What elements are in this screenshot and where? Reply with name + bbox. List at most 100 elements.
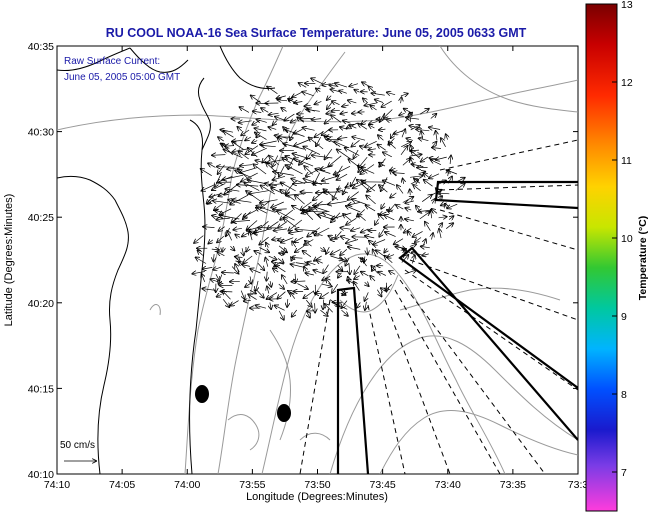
- colorbar: [585, 3, 618, 512]
- current-vector: [202, 289, 216, 291]
- current-vector: [409, 176, 423, 178]
- current-vector: [369, 241, 377, 248]
- current-vector: [312, 119, 322, 120]
- current-vector: [292, 241, 296, 248]
- current-vector: [357, 180, 370, 192]
- current-vector: [389, 271, 396, 274]
- current-vector: [202, 184, 216, 191]
- current-vector: [194, 235, 204, 243]
- current-vector: [307, 150, 314, 159]
- current-vector: [202, 274, 205, 283]
- bathymetry-contour-1: [184, 46, 284, 474]
- current-vector: [295, 229, 316, 231]
- current-vector: [361, 229, 369, 232]
- current-vector: [306, 273, 314, 275]
- current-vector: [410, 190, 411, 196]
- current-vector: [294, 102, 303, 103]
- current-vector: [385, 232, 396, 237]
- current-vector: [292, 309, 297, 317]
- current-vector: [383, 181, 396, 186]
- current-vector: [273, 175, 286, 180]
- current-vector: [249, 190, 269, 194]
- current-vector: [218, 137, 224, 141]
- current-vector: [332, 284, 338, 293]
- current-vector: [406, 118, 420, 120]
- current-vector: [352, 140, 360, 146]
- current-vector: [439, 223, 442, 227]
- current-vector: [445, 223, 453, 229]
- current-vector: [280, 190, 296, 201]
- current-vector: [225, 189, 240, 191]
- current-vector: [316, 89, 320, 92]
- current-vector: [233, 228, 242, 230]
- current-vector: [279, 253, 286, 254]
- current-vector: [261, 186, 275, 195]
- current-vector: [281, 182, 296, 192]
- current-vector: [248, 180, 266, 184]
- current-vector: [301, 192, 313, 193]
- coastline-rockaway: [219, 46, 276, 89]
- radial-range-lines: [299, 139, 578, 474]
- current-vector: [303, 251, 312, 258]
- current-vector: [366, 196, 376, 205]
- current-vector: [375, 100, 384, 103]
- current-vector: [439, 229, 441, 239]
- site-marker-1: [195, 385, 209, 403]
- y-tick-label: 40:10: [28, 469, 54, 481]
- current-vector: [328, 200, 347, 204]
- current-vector: [318, 215, 334, 220]
- current-vector: [404, 270, 416, 275]
- chart-title: RU COOL NOAA-16 Sea Surface Temperature:…: [106, 26, 527, 40]
- current-vector: [213, 254, 214, 261]
- current-vector: [408, 231, 411, 235]
- current-vector: [279, 165, 285, 176]
- current-vector: [431, 210, 432, 219]
- current-vector: [381, 288, 386, 291]
- current-vector: [324, 189, 339, 201]
- current-vector: [378, 135, 384, 141]
- current-vector: [360, 146, 367, 148]
- x-tick-label: 73:55: [239, 479, 265, 491]
- current-vector: [320, 309, 327, 316]
- current-vector: [253, 111, 262, 112]
- current-vector: [418, 210, 430, 211]
- x-tick-label: 73:45: [369, 479, 395, 491]
- current-vector: [365, 236, 375, 238]
- scale-arrow-label: 50 cm/s: [60, 440, 95, 451]
- current-vector: [235, 257, 243, 258]
- coastline-staten-island: [57, 47, 131, 71]
- current-vector: [278, 283, 284, 289]
- current-vector: [383, 152, 392, 158]
- current-vector: [363, 98, 367, 102]
- current-vector: [306, 109, 320, 111]
- current-vector: [260, 199, 278, 203]
- x-tick-label: 74:05: [109, 479, 135, 491]
- current-vector: [259, 247, 269, 253]
- current-vector: [397, 185, 404, 194]
- x-tick-label: 73:40: [435, 479, 461, 491]
- current-vector: [348, 247, 361, 250]
- current-vector: [202, 267, 213, 269]
- current-vector: [252, 141, 258, 143]
- current-vector: [334, 165, 351, 174]
- current-vector: [312, 155, 333, 159]
- current-vector: [289, 219, 303, 231]
- current-vector: [346, 218, 357, 225]
- current-vector: [352, 137, 366, 141]
- radial-line-5: [404, 269, 578, 391]
- bathymetry-contour-4: [329, 335, 578, 474]
- current-vector: [265, 258, 267, 267]
- current-vector: [326, 279, 332, 285]
- current-vector: [313, 270, 324, 275]
- current-vector: [340, 112, 348, 114]
- current-vector: [211, 249, 219, 250]
- current-vector: [405, 208, 412, 210]
- y-tick-label: 40:30: [28, 127, 54, 139]
- current-vector: [221, 291, 233, 292]
- current-vector: [352, 113, 359, 114]
- current-vector: [315, 303, 316, 312]
- current-vector: [275, 305, 285, 311]
- current-vector: [309, 138, 324, 150]
- current-vector: [332, 101, 340, 105]
- current-vector: [367, 247, 368, 255]
